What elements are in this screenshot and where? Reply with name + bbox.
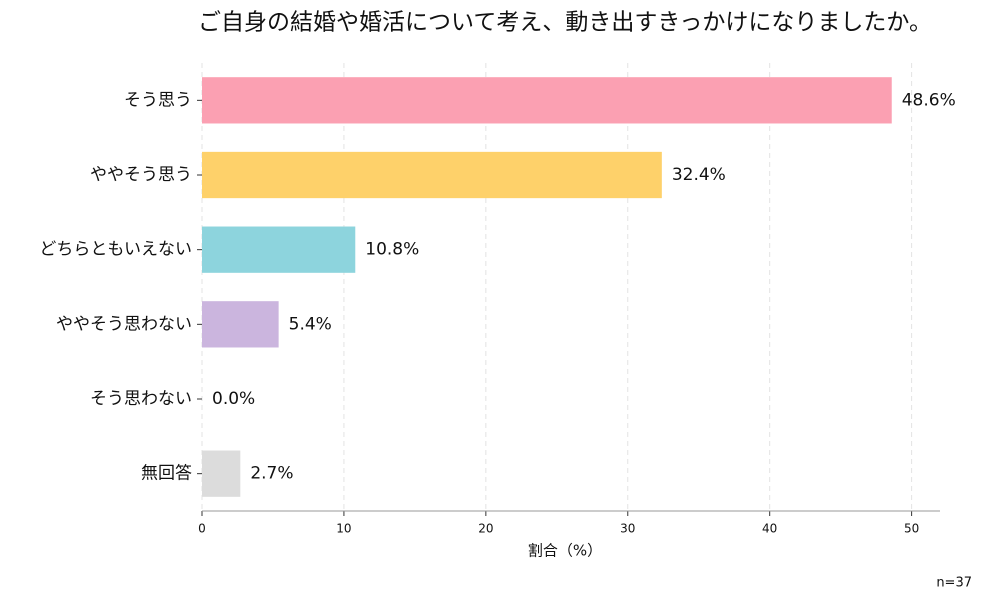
value-label: 2.7%: [250, 464, 293, 484]
value-label: 48.6%: [902, 90, 956, 110]
sample-size-note: n=37: [936, 576, 972, 591]
x-tick-label: 0: [198, 522, 206, 536]
y-tick-label: ややそう思う: [90, 165, 192, 185]
chart-title: ご自身の結婚や婚活について考え、動き出すきっかけになりましたか。: [198, 10, 932, 36]
x-tick-label: 10: [336, 522, 351, 536]
x-tick-label: 30: [620, 522, 635, 536]
y-tick-label: そう思わない: [90, 389, 192, 409]
value-label: 5.4%: [289, 314, 332, 334]
value-label: 0.0%: [212, 389, 255, 409]
y-tick-label: そう思う: [124, 90, 192, 110]
value-label: 10.8%: [365, 240, 419, 260]
y-tick-label: ややそう思わない: [56, 314, 192, 334]
y-tick-label: 無回答: [141, 464, 192, 484]
y-tick-label: どちらともいえない: [39, 240, 192, 260]
bar: [202, 450, 241, 497]
x-tick-label: 50: [904, 522, 919, 536]
bar: [202, 77, 892, 124]
x-tick-label: 20: [478, 522, 493, 536]
bar: [202, 226, 356, 273]
bar: [202, 301, 279, 348]
x-tick-label: 40: [762, 522, 777, 536]
bar: [202, 151, 662, 199]
x-axis-label: 割合（%）: [528, 542, 602, 560]
value-label: 32.4%: [672, 165, 726, 185]
